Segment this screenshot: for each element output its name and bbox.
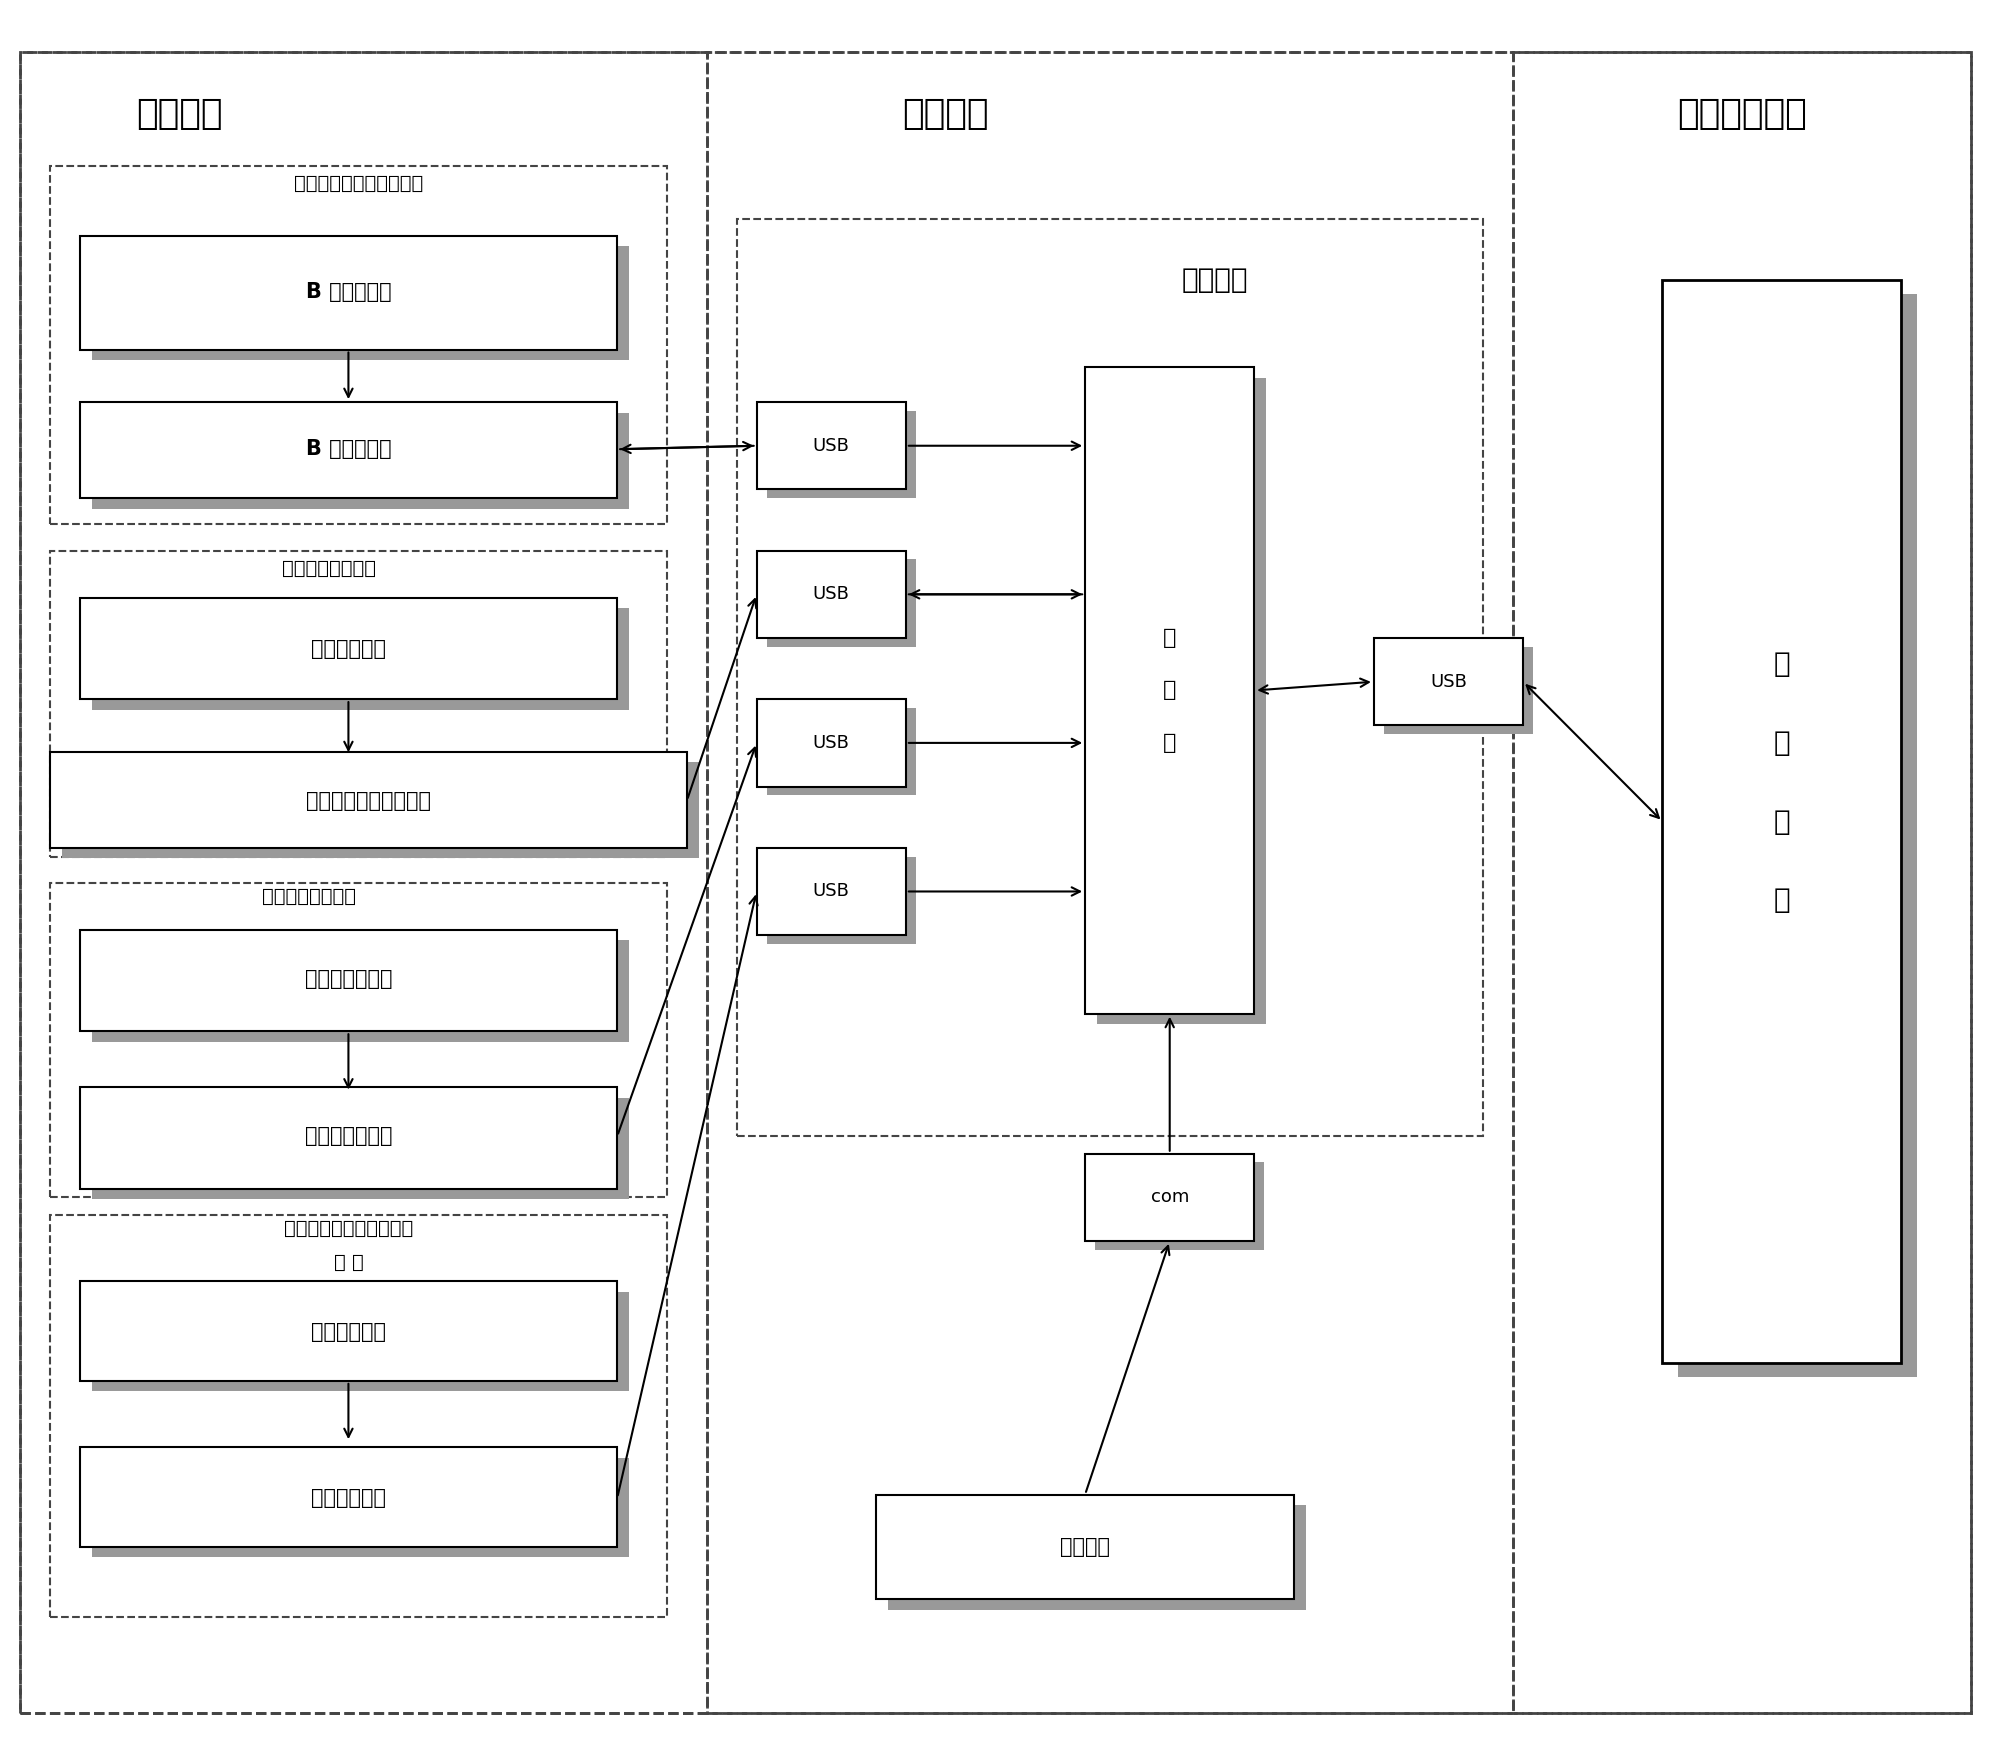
Bar (50, 1215, 667, 1617)
Text: 颅外颈动脉管径检测装置: 颅外颈动脉管径检测装置 (295, 175, 422, 192)
Bar (767, 411, 916, 498)
Bar (1513, 52, 1971, 1713)
Text: USB: USB (812, 734, 850, 752)
Bar (80, 402, 617, 498)
Text: 检测系统: 检测系统 (135, 96, 223, 131)
Bar (92, 608, 629, 710)
Bar (757, 551, 906, 638)
Bar (767, 559, 916, 647)
Text: 单: 单 (1163, 628, 1177, 649)
Bar (757, 402, 906, 489)
Text: 操作面板: 操作面板 (1059, 1536, 1111, 1557)
Bar (888, 1505, 1306, 1610)
Text: 臂式自动血压检测模块: 臂式自动血压检测模块 (307, 790, 430, 811)
Text: 压力传感模块: 压力传感模块 (311, 1488, 386, 1509)
Bar (80, 1447, 617, 1547)
Text: USB: USB (812, 586, 850, 603)
Text: 计算分析系统: 计算分析系统 (1676, 96, 1808, 131)
Bar (50, 551, 667, 857)
Bar (20, 52, 707, 1713)
Bar (80, 1281, 617, 1381)
Bar (1085, 367, 1254, 1014)
Bar (80, 930, 617, 1031)
Bar (92, 940, 629, 1042)
Bar (92, 246, 629, 360)
Bar (1095, 1162, 1264, 1250)
Bar (1374, 638, 1523, 725)
Bar (876, 1495, 1294, 1599)
Text: com: com (1151, 1189, 1189, 1206)
Bar (92, 1292, 629, 1391)
Text: 压力传感探头: 压力传感探头 (311, 1321, 386, 1342)
Bar (50, 166, 667, 524)
Text: 控: 控 (1774, 729, 1790, 757)
Text: B 型超声探头: B 型超声探头 (305, 281, 392, 302)
Bar (1384, 647, 1533, 734)
Text: 多普勒超声探头: 多普勒超声探头 (305, 968, 392, 989)
Text: 血流速度检测装置: 血流速度检测装置 (261, 888, 356, 905)
Text: 控制系统: 控制系统 (902, 96, 990, 131)
Bar (707, 52, 1513, 1713)
Text: 片: 片 (1163, 680, 1177, 701)
Bar (767, 857, 916, 944)
Text: 机: 机 (1163, 732, 1177, 753)
Text: 控制模块: 控制模块 (1181, 266, 1248, 294)
Bar (757, 699, 906, 787)
Bar (737, 218, 1483, 1136)
Bar (80, 598, 617, 699)
Text: B 型超声模块: B 型超声模块 (305, 439, 392, 460)
Text: 主: 主 (1774, 808, 1790, 836)
Bar (757, 848, 906, 935)
Text: 工: 工 (1774, 650, 1790, 678)
Bar (1097, 378, 1266, 1024)
Bar (92, 1458, 629, 1557)
Text: 机: 机 (1774, 886, 1790, 914)
Bar (50, 883, 667, 1197)
Text: 装 置: 装 置 (334, 1253, 362, 1271)
Bar (80, 236, 617, 350)
Bar (62, 762, 699, 858)
Bar (92, 1098, 629, 1199)
Text: 颅外颈动脉压力波形检测: 颅外颈动脉压力波形检测 (285, 1220, 412, 1238)
Bar (1662, 280, 1901, 1363)
Text: 多普勒超声模块: 多普勒超声模块 (305, 1126, 392, 1147)
Text: 人体血压检测装置: 人体血压检测装置 (281, 559, 376, 577)
Bar (50, 752, 687, 848)
Bar (767, 708, 916, 795)
Bar (80, 1087, 617, 1189)
Text: USB: USB (1430, 673, 1467, 690)
Bar (1085, 1154, 1254, 1241)
Bar (1678, 294, 1917, 1377)
Text: USB: USB (812, 437, 850, 454)
Text: 压力检测袖带: 压力检测袖带 (311, 638, 386, 659)
Text: USB: USB (812, 883, 850, 900)
Bar (92, 413, 629, 509)
